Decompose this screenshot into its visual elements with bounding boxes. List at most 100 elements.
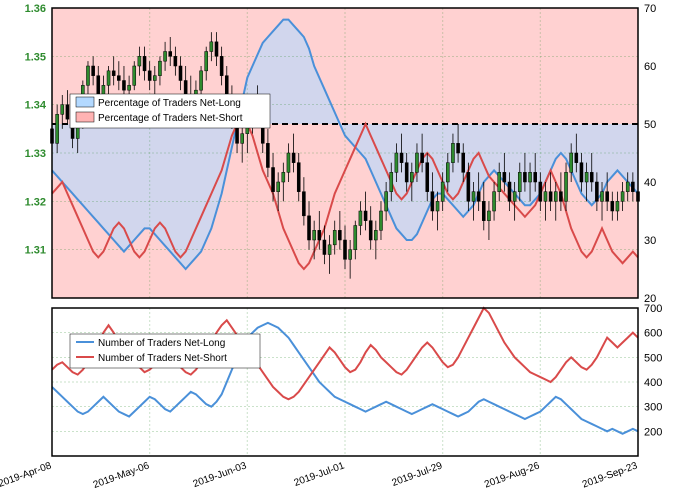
x-axis-label: 2019-Apr-08 (0, 460, 53, 489)
candle-body (128, 85, 131, 90)
candle-body (616, 201, 619, 211)
svg-text:400: 400 (644, 377, 662, 389)
candle-body (333, 230, 336, 245)
candle-body (220, 56, 223, 75)
candle-body (410, 172, 413, 182)
candle-body (395, 153, 398, 172)
candle-body (369, 221, 372, 240)
candle-body (174, 56, 177, 66)
candle-body (318, 230, 321, 240)
candle-body (97, 76, 100, 95)
candle-body (426, 163, 429, 192)
candle-body (565, 172, 568, 201)
candle-body (508, 182, 511, 201)
candle-body (364, 211, 367, 221)
svg-text:1.36: 1.36 (25, 3, 46, 15)
candle-body (462, 153, 465, 172)
svg-text:1.35: 1.35 (25, 51, 46, 63)
candle-body (529, 172, 532, 182)
candle-body (379, 211, 382, 230)
candle-body (307, 216, 310, 240)
candle-body (292, 153, 295, 163)
candle-body (343, 240, 346, 259)
svg-text:300: 300 (644, 402, 662, 414)
svg-text:Number of Traders Net-Short: Number of Traders Net-Short (98, 353, 227, 364)
candle-body (534, 172, 537, 182)
chart-container: 1.311.321.331.341.351.36203040506070Perc… (0, 0, 680, 504)
candle-body (215, 42, 218, 57)
candle-body (436, 201, 439, 211)
svg-text:Number of Traders Net-Long: Number of Traders Net-Long (98, 338, 225, 349)
candle-body (56, 114, 59, 143)
candle-body (580, 163, 583, 182)
candle-body (107, 71, 110, 86)
candle-body (277, 182, 280, 192)
x-axis-label: 2019-Aug-26 (483, 460, 542, 490)
svg-text:1.32: 1.32 (25, 196, 46, 208)
candle-body (349, 250, 352, 260)
svg-text:50: 50 (644, 119, 656, 131)
candle-body (472, 192, 475, 202)
svg-text:1.33: 1.33 (25, 148, 46, 160)
candle-body (354, 226, 357, 250)
candle-body (133, 66, 136, 85)
candle-body (184, 81, 187, 96)
x-axis-label: 2019-Jul-29 (390, 460, 444, 489)
x-axis-label: 2019-Sep-23 (581, 460, 640, 490)
candle-body (544, 192, 547, 202)
candle-body (117, 76, 120, 81)
candle-body (431, 192, 434, 211)
svg-text:60: 60 (644, 61, 656, 73)
candle-body (570, 153, 573, 172)
candle-body (225, 76, 228, 95)
x-axis-label: 2019-May-06 (92, 460, 152, 491)
candle-body (158, 61, 161, 76)
candle-body (390, 172, 393, 191)
candle-body (498, 172, 501, 191)
legend-swatch (76, 97, 94, 107)
candle-body (600, 192, 603, 202)
candle-body (554, 192, 557, 202)
candle-body (503, 172, 506, 182)
candle-body (272, 168, 275, 192)
chart-svg: 1.311.321.331.341.351.36203040506070Perc… (0, 0, 680, 504)
candle-body (482, 201, 485, 220)
candle-body (205, 52, 208, 71)
candle-body (86, 66, 89, 85)
candle-body (493, 192, 496, 211)
candle-body (266, 143, 269, 167)
candle-body (575, 153, 578, 163)
candle-body (385, 192, 388, 211)
svg-text:600: 600 (644, 328, 662, 340)
candle-body (92, 66, 95, 76)
candle-body (590, 172, 593, 182)
candle-body (477, 192, 480, 202)
candle-body (323, 240, 326, 255)
candle-body (457, 143, 460, 153)
candle-body (441, 182, 444, 201)
candle-body (467, 172, 470, 201)
candle-body (169, 52, 172, 57)
svg-text:70: 70 (644, 3, 656, 15)
candle-body (549, 192, 552, 202)
candle-body (611, 201, 614, 211)
candle-body (282, 172, 285, 182)
candle-body (112, 71, 115, 76)
candle-body (559, 192, 562, 202)
candle-body (487, 211, 490, 221)
candle-body (513, 192, 516, 202)
candle-body (61, 105, 64, 115)
candle-body (451, 143, 454, 162)
x-axis-label: 2019-Jul-01 (293, 460, 347, 489)
svg-text:700: 700 (644, 303, 662, 315)
candle-body (164, 52, 167, 62)
candle-body (200, 71, 203, 90)
candle-body (400, 153, 403, 163)
candle-body (328, 245, 331, 255)
svg-text:1.34: 1.34 (25, 100, 47, 112)
candle-body (287, 153, 290, 172)
candle-body (374, 230, 377, 240)
candle-body (241, 134, 244, 144)
candle-body (523, 172, 526, 182)
candle-body (302, 192, 305, 216)
